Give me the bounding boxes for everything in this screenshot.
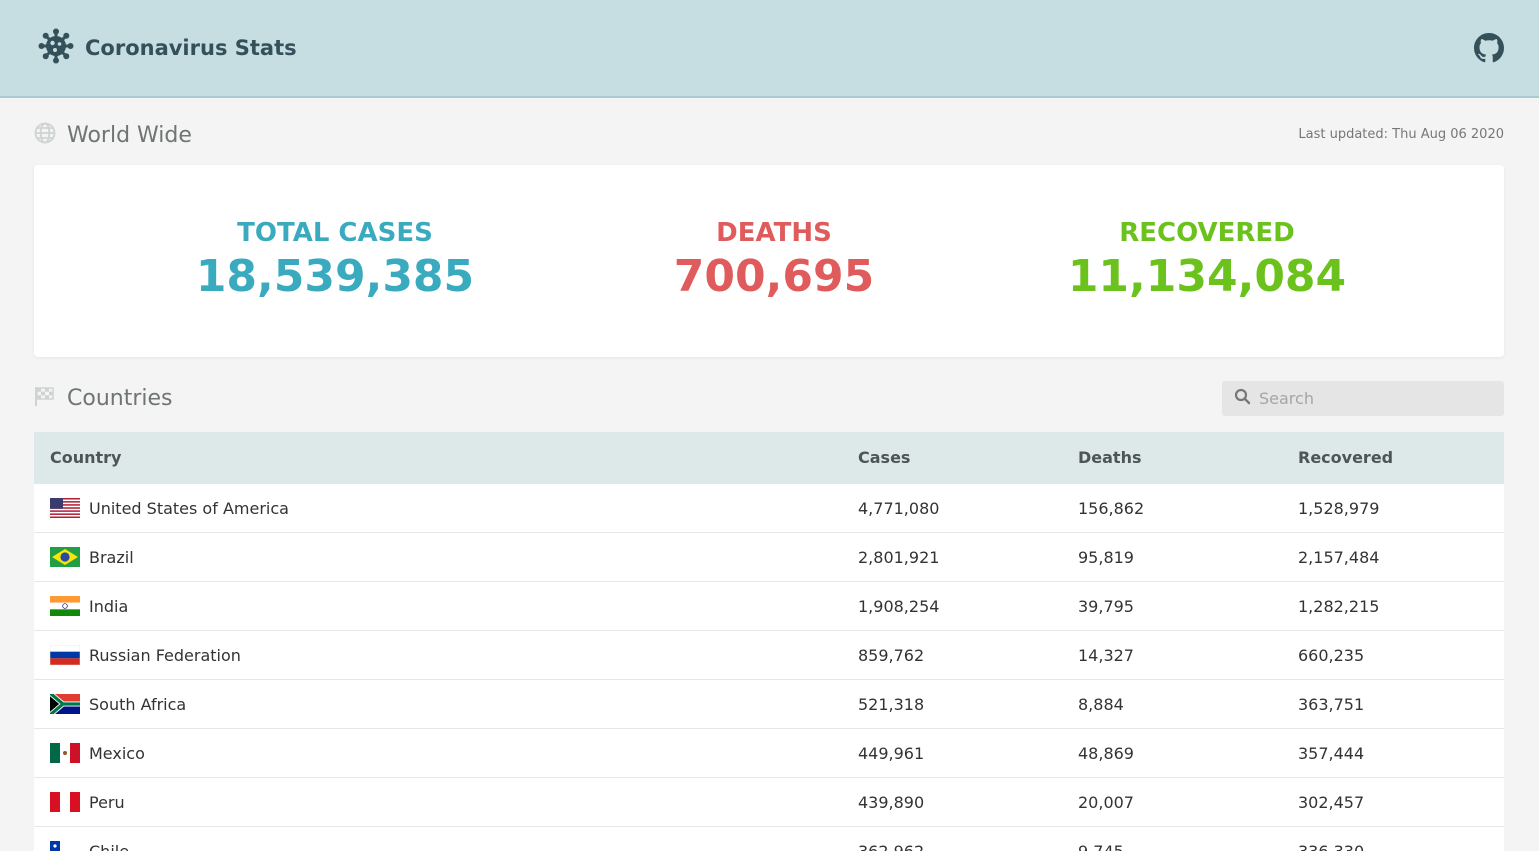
table-row[interactable]: South Africa 521,318 8,884 363,751 bbox=[34, 679, 1504, 728]
github-icon[interactable] bbox=[1474, 33, 1504, 63]
country-name: United States of America bbox=[89, 498, 289, 518]
table-row[interactable]: Peru 439,890 20,007 302,457 bbox=[34, 777, 1504, 826]
deaths-label: DEATHS bbox=[716, 218, 832, 248]
recovered-cell: 1,528,979 bbox=[1298, 498, 1380, 518]
countries-section-header: Countries bbox=[33, 383, 173, 413]
flag-za-icon bbox=[50, 694, 80, 714]
recovered-cell: 363,751 bbox=[1298, 694, 1365, 714]
deaths-cell: 20,007 bbox=[1078, 792, 1134, 812]
table-row[interactable]: United States of America 4,771,080 156,8… bbox=[34, 483, 1504, 532]
cases-cell: 439,890 bbox=[858, 792, 925, 812]
deaths-value: 700,695 bbox=[673, 251, 875, 302]
deaths-cell: 14,327 bbox=[1078, 645, 1134, 665]
recovered-cell: 336,330 bbox=[1298, 841, 1365, 851]
countries-section-title: Countries bbox=[67, 385, 173, 411]
total-cases-value: 18,539,385 bbox=[195, 251, 475, 302]
app-header: Coronavirus Stats bbox=[0, 0, 1539, 98]
cases-cell: 449,961 bbox=[858, 743, 925, 763]
recovered-value: 11,134,084 bbox=[1067, 251, 1347, 302]
checkered-flag-icon bbox=[33, 384, 57, 412]
cases-cell: 859,762 bbox=[858, 645, 925, 665]
flag-ru-icon bbox=[50, 645, 80, 665]
countries-table: Country Cases Deaths Recovered United St… bbox=[34, 432, 1504, 851]
recovered-cell: 357,444 bbox=[1298, 743, 1365, 763]
recovered-stat: RECOVERED 11,134,084 bbox=[1027, 217, 1387, 303]
table-row[interactable]: Mexico 449,961 48,869 357,444 bbox=[34, 728, 1504, 777]
virus-icon bbox=[38, 28, 74, 68]
recovered-label: RECOVERED bbox=[1119, 218, 1295, 248]
cases-cell: 2,801,921 bbox=[858, 547, 940, 567]
brand[interactable]: Coronavirus Stats bbox=[38, 28, 297, 68]
flag-br-icon bbox=[50, 547, 80, 567]
recovered-cell: 302,457 bbox=[1298, 792, 1365, 812]
country-name: South Africa bbox=[89, 694, 187, 714]
country-name: Chile bbox=[89, 841, 130, 851]
flag-us-icon bbox=[50, 498, 80, 518]
last-updated: Last updated: Thu Aug 06 2020 bbox=[1298, 127, 1504, 142]
deaths-cell: 8,884 bbox=[1078, 694, 1124, 714]
flag-cl-icon bbox=[50, 841, 80, 851]
flag-pe-icon bbox=[50, 792, 80, 812]
column-header-recovered[interactable]: Recovered bbox=[1298, 448, 1394, 467]
cases-cell: 4,771,080 bbox=[858, 498, 940, 518]
search-input[interactable] bbox=[1259, 389, 1499, 408]
world-section-title: World Wide bbox=[67, 122, 192, 148]
deaths-cell: 48,869 bbox=[1078, 743, 1134, 763]
world-stats-card: TOTAL CASES 18,539,385 DEATHS 700,695 RE… bbox=[34, 165, 1504, 357]
country-name: Brazil bbox=[89, 547, 134, 567]
deaths-stat: DEATHS 700,695 bbox=[594, 217, 954, 303]
column-header-cases[interactable]: Cases bbox=[858, 448, 911, 467]
cases-cell: 362,962 bbox=[858, 841, 925, 851]
total-cases-stat: TOTAL CASES 18,539,385 bbox=[155, 217, 515, 303]
recovered-cell: 660,235 bbox=[1298, 645, 1365, 665]
column-header-country[interactable]: Country bbox=[50, 448, 122, 467]
cases-cell: 1,908,254 bbox=[858, 596, 940, 616]
table-row[interactable]: India 1,908,254 39,795 1,282,215 bbox=[34, 581, 1504, 630]
deaths-cell: 156,862 bbox=[1078, 498, 1145, 518]
deaths-cell: 95,819 bbox=[1078, 547, 1134, 567]
flag-mx-icon bbox=[50, 743, 80, 763]
world-section-header: World Wide bbox=[33, 120, 192, 150]
country-name: Peru bbox=[89, 792, 125, 812]
country-name: Mexico bbox=[89, 743, 145, 763]
table-row[interactable]: Russian Federation 859,762 14,327 660,23… bbox=[34, 630, 1504, 679]
country-name: Russian Federation bbox=[89, 645, 241, 665]
deaths-cell: 39,795 bbox=[1078, 596, 1134, 616]
column-header-deaths[interactable]: Deaths bbox=[1078, 448, 1142, 467]
search-box[interactable] bbox=[1222, 381, 1504, 416]
globe-icon bbox=[33, 121, 57, 149]
deaths-cell: 9,745 bbox=[1078, 841, 1124, 851]
table-header: Country Cases Deaths Recovered bbox=[34, 432, 1504, 483]
recovered-cell: 2,157,484 bbox=[1298, 547, 1380, 567]
table-row[interactable]: Chile 362,962 9,745 336,330 bbox=[34, 826, 1504, 851]
recovered-cell: 1,282,215 bbox=[1298, 596, 1380, 616]
search-icon bbox=[1234, 388, 1251, 409]
app-title: Coronavirus Stats bbox=[85, 36, 297, 60]
country-name: India bbox=[89, 596, 129, 616]
flag-in-icon bbox=[50, 596, 80, 616]
table-row[interactable]: Brazil 2,801,921 95,819 2,157,484 bbox=[34, 532, 1504, 581]
total-cases-label: TOTAL CASES bbox=[237, 218, 433, 248]
cases-cell: 521,318 bbox=[858, 694, 925, 714]
